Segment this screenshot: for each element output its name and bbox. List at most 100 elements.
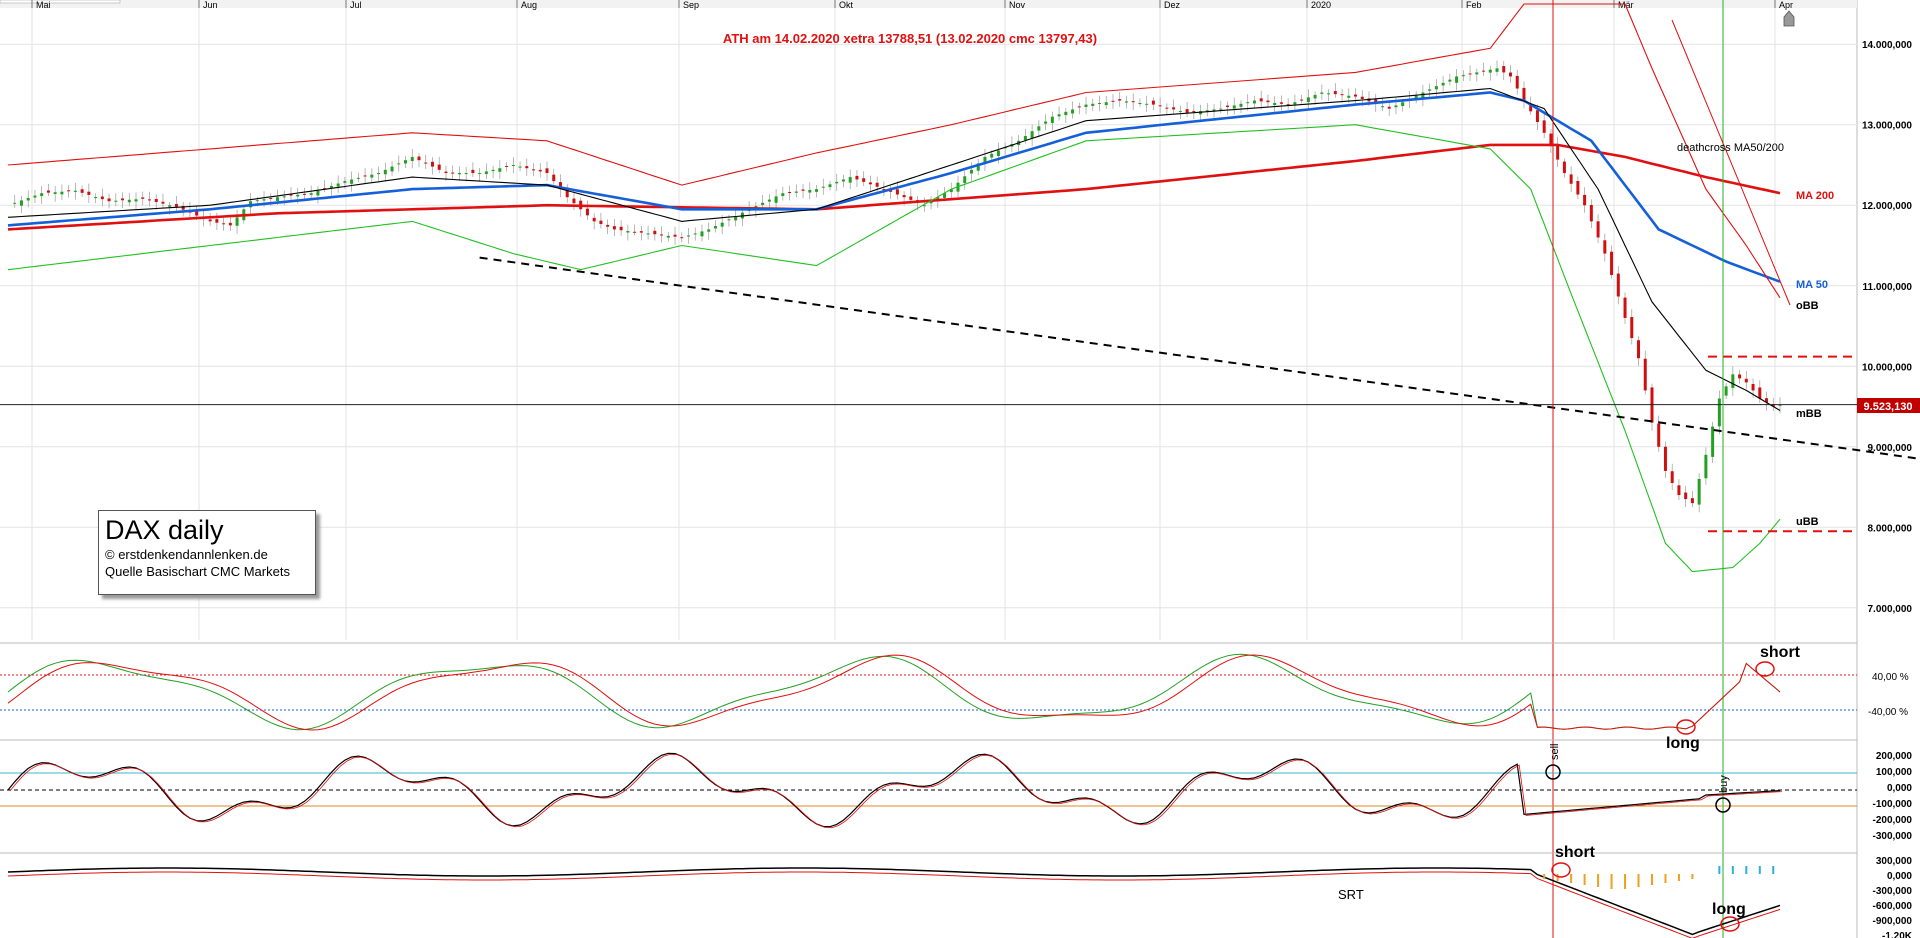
candle-body: [107, 198, 111, 202]
candle-body: [316, 190, 320, 196]
candle-body: [215, 219, 219, 223]
candle-body: [1724, 386, 1728, 396]
candle-body: [1091, 103, 1095, 106]
candle-body: [1704, 454, 1708, 479]
candle-body: [127, 199, 131, 203]
candle-body: [1522, 87, 1526, 101]
candle-body: [356, 177, 360, 179]
candle-body: [478, 173, 482, 175]
price-axis: 7.000,000 8.000,000 9.000,000 10.000,000 11.…: [1862, 40, 1912, 615]
candle-body: [1771, 404, 1775, 407]
candle-body: [309, 193, 313, 195]
candle-body: [1071, 109, 1075, 114]
candle-body: [1596, 221, 1600, 238]
candle-body: [639, 231, 643, 233]
candle-body: [296, 194, 300, 197]
candle-body: [606, 224, 610, 227]
srt-histogram-bar: [1718, 866, 1721, 874]
candle-body: [60, 191, 64, 195]
candle-body: [1475, 72, 1479, 75]
candle-body: [13, 202, 17, 204]
candle-body: [815, 189, 819, 192]
candle-body: [1428, 89, 1432, 91]
candle-body: [1266, 100, 1270, 103]
osc-signal-line: [9, 753, 1783, 829]
candle-body: [377, 173, 381, 175]
candle-body: [875, 182, 879, 187]
candle-body: [269, 198, 273, 200]
candle-body: [855, 175, 859, 180]
candle-body: [943, 193, 947, 198]
candle-body: [1508, 72, 1512, 77]
candle-body: [195, 210, 199, 216]
candle-body: [94, 197, 98, 199]
candle-body: [181, 206, 185, 210]
srt-histogram-bar: [1637, 874, 1640, 887]
candle-body: [862, 178, 866, 182]
srt-short-label: short: [1555, 844, 1596, 861]
candle-body: [687, 235, 691, 237]
candle-body: [1286, 104, 1290, 106]
candle-body: [619, 226, 623, 231]
candle-body: [1131, 101, 1135, 103]
sell-label: sell: [1549, 743, 1561, 760]
candle-body: [87, 191, 91, 195]
candle-body: [889, 190, 893, 192]
candle-body: [26, 198, 30, 201]
ubb-label: uBB: [1796, 516, 1819, 528]
candle-body: [1670, 471, 1674, 484]
candle-body: [80, 189, 84, 193]
candle-body: [774, 196, 778, 203]
candle-body: [1205, 110, 1209, 112]
candle-body: [1589, 204, 1593, 222]
candle-body: [1030, 131, 1034, 139]
candle-body: [626, 231, 630, 233]
candle-body: [1441, 82, 1445, 86]
candle-body: [1448, 79, 1452, 82]
candle-body: [397, 163, 401, 165]
candle-body: [1165, 107, 1169, 109]
candle-body: [680, 237, 684, 239]
buy-marker: [1715, 797, 1731, 813]
candle-body: [1630, 317, 1634, 339]
ath-annotation: ATH am 14.02.2020 xetra 13788,51 (13.02.…: [723, 31, 1097, 46]
buy-label: buy: [1718, 775, 1730, 793]
candle-body: [1603, 240, 1607, 254]
obb-label: oBB: [1796, 300, 1819, 312]
candle-body: [1401, 102, 1405, 107]
candle-body: [909, 196, 913, 200]
candle-body: [969, 169, 973, 174]
candle-body: [660, 234, 664, 236]
candle-body: [1583, 194, 1587, 206]
candle-body: [73, 190, 77, 192]
candle-body: [1313, 94, 1317, 99]
candle-body: [276, 197, 280, 201]
candle-body: [1711, 426, 1715, 457]
candle-body: [1084, 104, 1088, 107]
candles: [13, 60, 1782, 513]
candle-body: [1717, 398, 1721, 427]
candle-body: [1549, 133, 1553, 147]
srt-tick-label: -900,000: [1873, 916, 1913, 927]
srt-histogram-bar: [1543, 874, 1546, 879]
candle-body: [1259, 98, 1263, 102]
candle-body: [1542, 120, 1546, 133]
candle-body: [1104, 102, 1108, 106]
ma50-label: MA 50: [1796, 279, 1828, 291]
candle-body: [700, 231, 704, 237]
candle-body: [1461, 75, 1465, 77]
candle-body: [33, 195, 37, 198]
candle-body: [168, 205, 172, 207]
candle-body: [1380, 106, 1384, 108]
price-tick-label: 14.000,000: [1862, 40, 1912, 51]
candle-body: [976, 163, 980, 171]
price-tick-label: 12.000,000: [1862, 201, 1912, 212]
candle-body: [1023, 136, 1027, 141]
candle-body: [794, 191, 798, 193]
candle-body: [895, 189, 899, 195]
candle-body: [545, 168, 549, 174]
candle-body: [1455, 76, 1459, 83]
candle-body: [734, 215, 738, 221]
